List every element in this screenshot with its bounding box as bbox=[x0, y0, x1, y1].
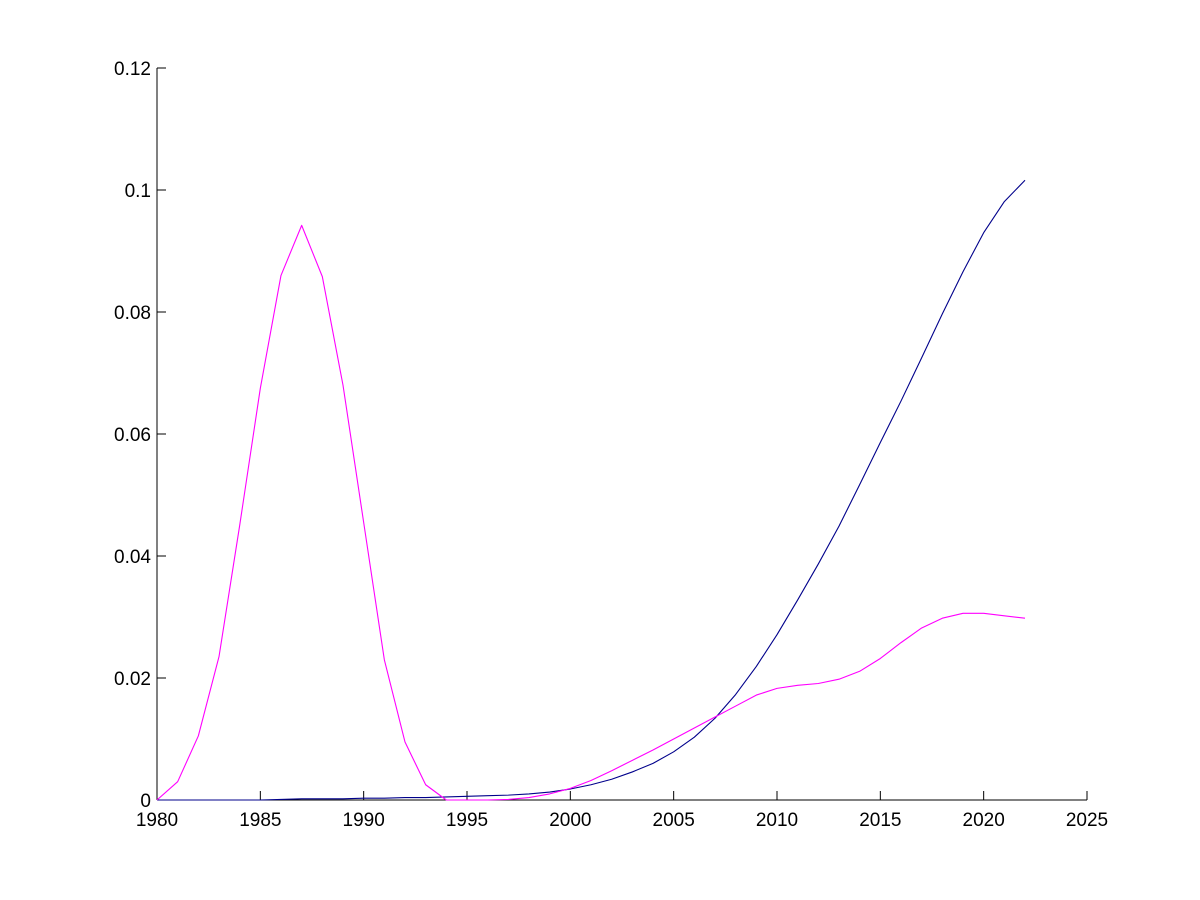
y-tick-label: 0.04 bbox=[114, 547, 151, 568]
series-line-2 bbox=[156, 224, 1026, 801]
x-tick-label: 2020 bbox=[963, 810, 1005, 831]
x-tick-label: 1990 bbox=[343, 810, 385, 831]
series-group bbox=[156, 179, 1026, 801]
x-tick-label: 2010 bbox=[756, 810, 798, 831]
x-tick-label: 2000 bbox=[549, 810, 591, 831]
series-line-1 bbox=[157, 179, 1026, 801]
axes bbox=[156, 67, 1088, 801]
y-tick-label: 0.12 bbox=[114, 59, 151, 80]
y-tick-label: 0.08 bbox=[114, 303, 151, 324]
y-tick-label: 0.02 bbox=[114, 669, 151, 690]
y-tick-label: 0.1 bbox=[125, 181, 151, 202]
x-tick-label: 2025 bbox=[1066, 810, 1108, 831]
y-tick-label: 0 bbox=[140, 791, 151, 812]
x-tick-label: 2015 bbox=[859, 810, 901, 831]
x-tick-label: 1980 bbox=[136, 810, 178, 831]
y-tick-label: 0.06 bbox=[114, 425, 151, 446]
x-tick-label: 2005 bbox=[653, 810, 695, 831]
x-tick-label: 1985 bbox=[239, 810, 281, 831]
x-tick-label: 1995 bbox=[446, 810, 488, 831]
tick-labels: 1980 1985 1990 1995 2000 2005 2010 2015 2020 2025… bbox=[114, 59, 1108, 831]
